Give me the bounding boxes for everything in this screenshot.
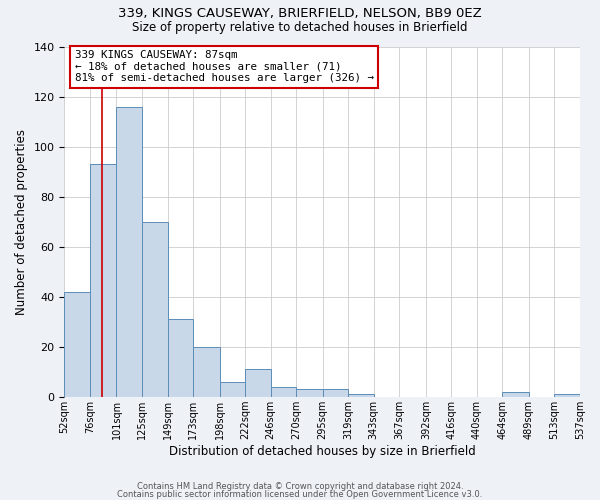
- Bar: [245, 369, 271, 396]
- Bar: [502, 392, 529, 396]
- Bar: [296, 389, 323, 396]
- Bar: [271, 386, 296, 396]
- Text: Size of property relative to detached houses in Brierfield: Size of property relative to detached ho…: [132, 21, 468, 34]
- Bar: [64, 292, 90, 397]
- Text: Contains HM Land Registry data © Crown copyright and database right 2024.: Contains HM Land Registry data © Crown c…: [137, 482, 463, 491]
- Text: 339, KINGS CAUSEWAY, BRIERFIELD, NELSON, BB9 0EZ: 339, KINGS CAUSEWAY, BRIERFIELD, NELSON,…: [118, 8, 482, 20]
- Text: Contains public sector information licensed under the Open Government Licence v3: Contains public sector information licen…: [118, 490, 482, 499]
- Bar: [142, 222, 167, 396]
- Bar: [193, 346, 220, 397]
- X-axis label: Distribution of detached houses by size in Brierfield: Distribution of detached houses by size …: [169, 444, 476, 458]
- Bar: [90, 164, 116, 396]
- Bar: [554, 394, 580, 396]
- Y-axis label: Number of detached properties: Number of detached properties: [15, 128, 28, 314]
- Bar: [220, 382, 245, 396]
- Text: 339 KINGS CAUSEWAY: 87sqm
← 18% of detached houses are smaller (71)
81% of semi-: 339 KINGS CAUSEWAY: 87sqm ← 18% of detac…: [75, 50, 374, 83]
- Bar: [167, 319, 193, 396]
- Bar: [323, 389, 348, 396]
- Bar: [116, 106, 142, 397]
- Bar: [348, 394, 374, 396]
